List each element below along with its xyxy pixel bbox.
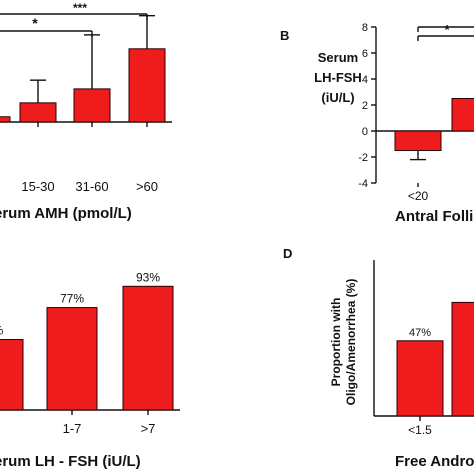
- significance-star: *: [444, 22, 450, 37]
- bar: [451, 301, 474, 417]
- panel-c-xlabel: erum LH - FSH (iU/L): [0, 453, 141, 470]
- data-label: 47%: [409, 327, 431, 339]
- x-tick-label: 1-7: [63, 421, 82, 436]
- bar: [396, 340, 444, 417]
- panel-b-ylabel-line2: LH-FSH: [314, 70, 362, 85]
- panel-d-xlabel: Free Andro: [395, 453, 474, 470]
- panel-b-ylabel-line1: Serum: [318, 50, 358, 65]
- bar: [19, 102, 57, 123]
- x-tick-label: <20: [408, 189, 429, 203]
- panel-b-ylabel-line3: (iU/L): [321, 90, 354, 105]
- bar: [128, 48, 166, 123]
- significance-star: *: [32, 15, 38, 31]
- bar: [451, 98, 474, 132]
- y-tick-label: -2: [358, 152, 368, 164]
- panel-d: D Proportion with Oligo/Amenorrhea (%) F…: [283, 246, 474, 470]
- y-tick-label: -4: [358, 178, 368, 190]
- x-tick-label: <1.5: [408, 423, 432, 437]
- data-label: 93%: [136, 270, 160, 284]
- bar: [73, 88, 111, 123]
- y-tick-label: 6: [362, 48, 368, 60]
- panel-b: B Serum LH-FSH (iU/L) Antral Folli 8 6 4 2 0…: [280, 22, 474, 225]
- panel-b-xlabel: Antral Folli: [395, 208, 473, 225]
- panel-d-ylabel-line2: Oligo/Amenorrhea (%): [344, 279, 358, 406]
- panel-d-ylabel-line1: Proportion with: [329, 298, 343, 387]
- bar: [0, 116, 11, 123]
- panel-c: erum LH - FSH (iU/L) %l77%1-793%>7: [0, 270, 180, 470]
- bar: [0, 339, 24, 411]
- y-tick-label: 8: [362, 22, 368, 34]
- y-tick-label: 0: [362, 126, 368, 138]
- data-label: 77%: [60, 292, 84, 306]
- x-tick-label: >7: [141, 421, 156, 436]
- y-tick-label: 2: [362, 100, 368, 112]
- significance-star: ***: [73, 1, 87, 15]
- x-tick-label: >60: [136, 179, 158, 194]
- x-tick-label: 15-30: [21, 179, 54, 194]
- panel-b-letter: B: [280, 28, 289, 43]
- panel-d-letter: D: [283, 246, 292, 261]
- panel-a-xlabel: erum AMH (pmol/L): [0, 205, 132, 222]
- bar: [394, 130, 442, 151]
- x-tick-label: 31-60: [75, 179, 108, 194]
- bar: [46, 307, 98, 411]
- bar: [122, 285, 174, 411]
- data-label: %: [0, 324, 4, 338]
- y-tick-label: 4: [362, 74, 368, 86]
- panel-a: erum AMH (pmol/L) 15-30 31-60 >60****: [0, 1, 172, 222]
